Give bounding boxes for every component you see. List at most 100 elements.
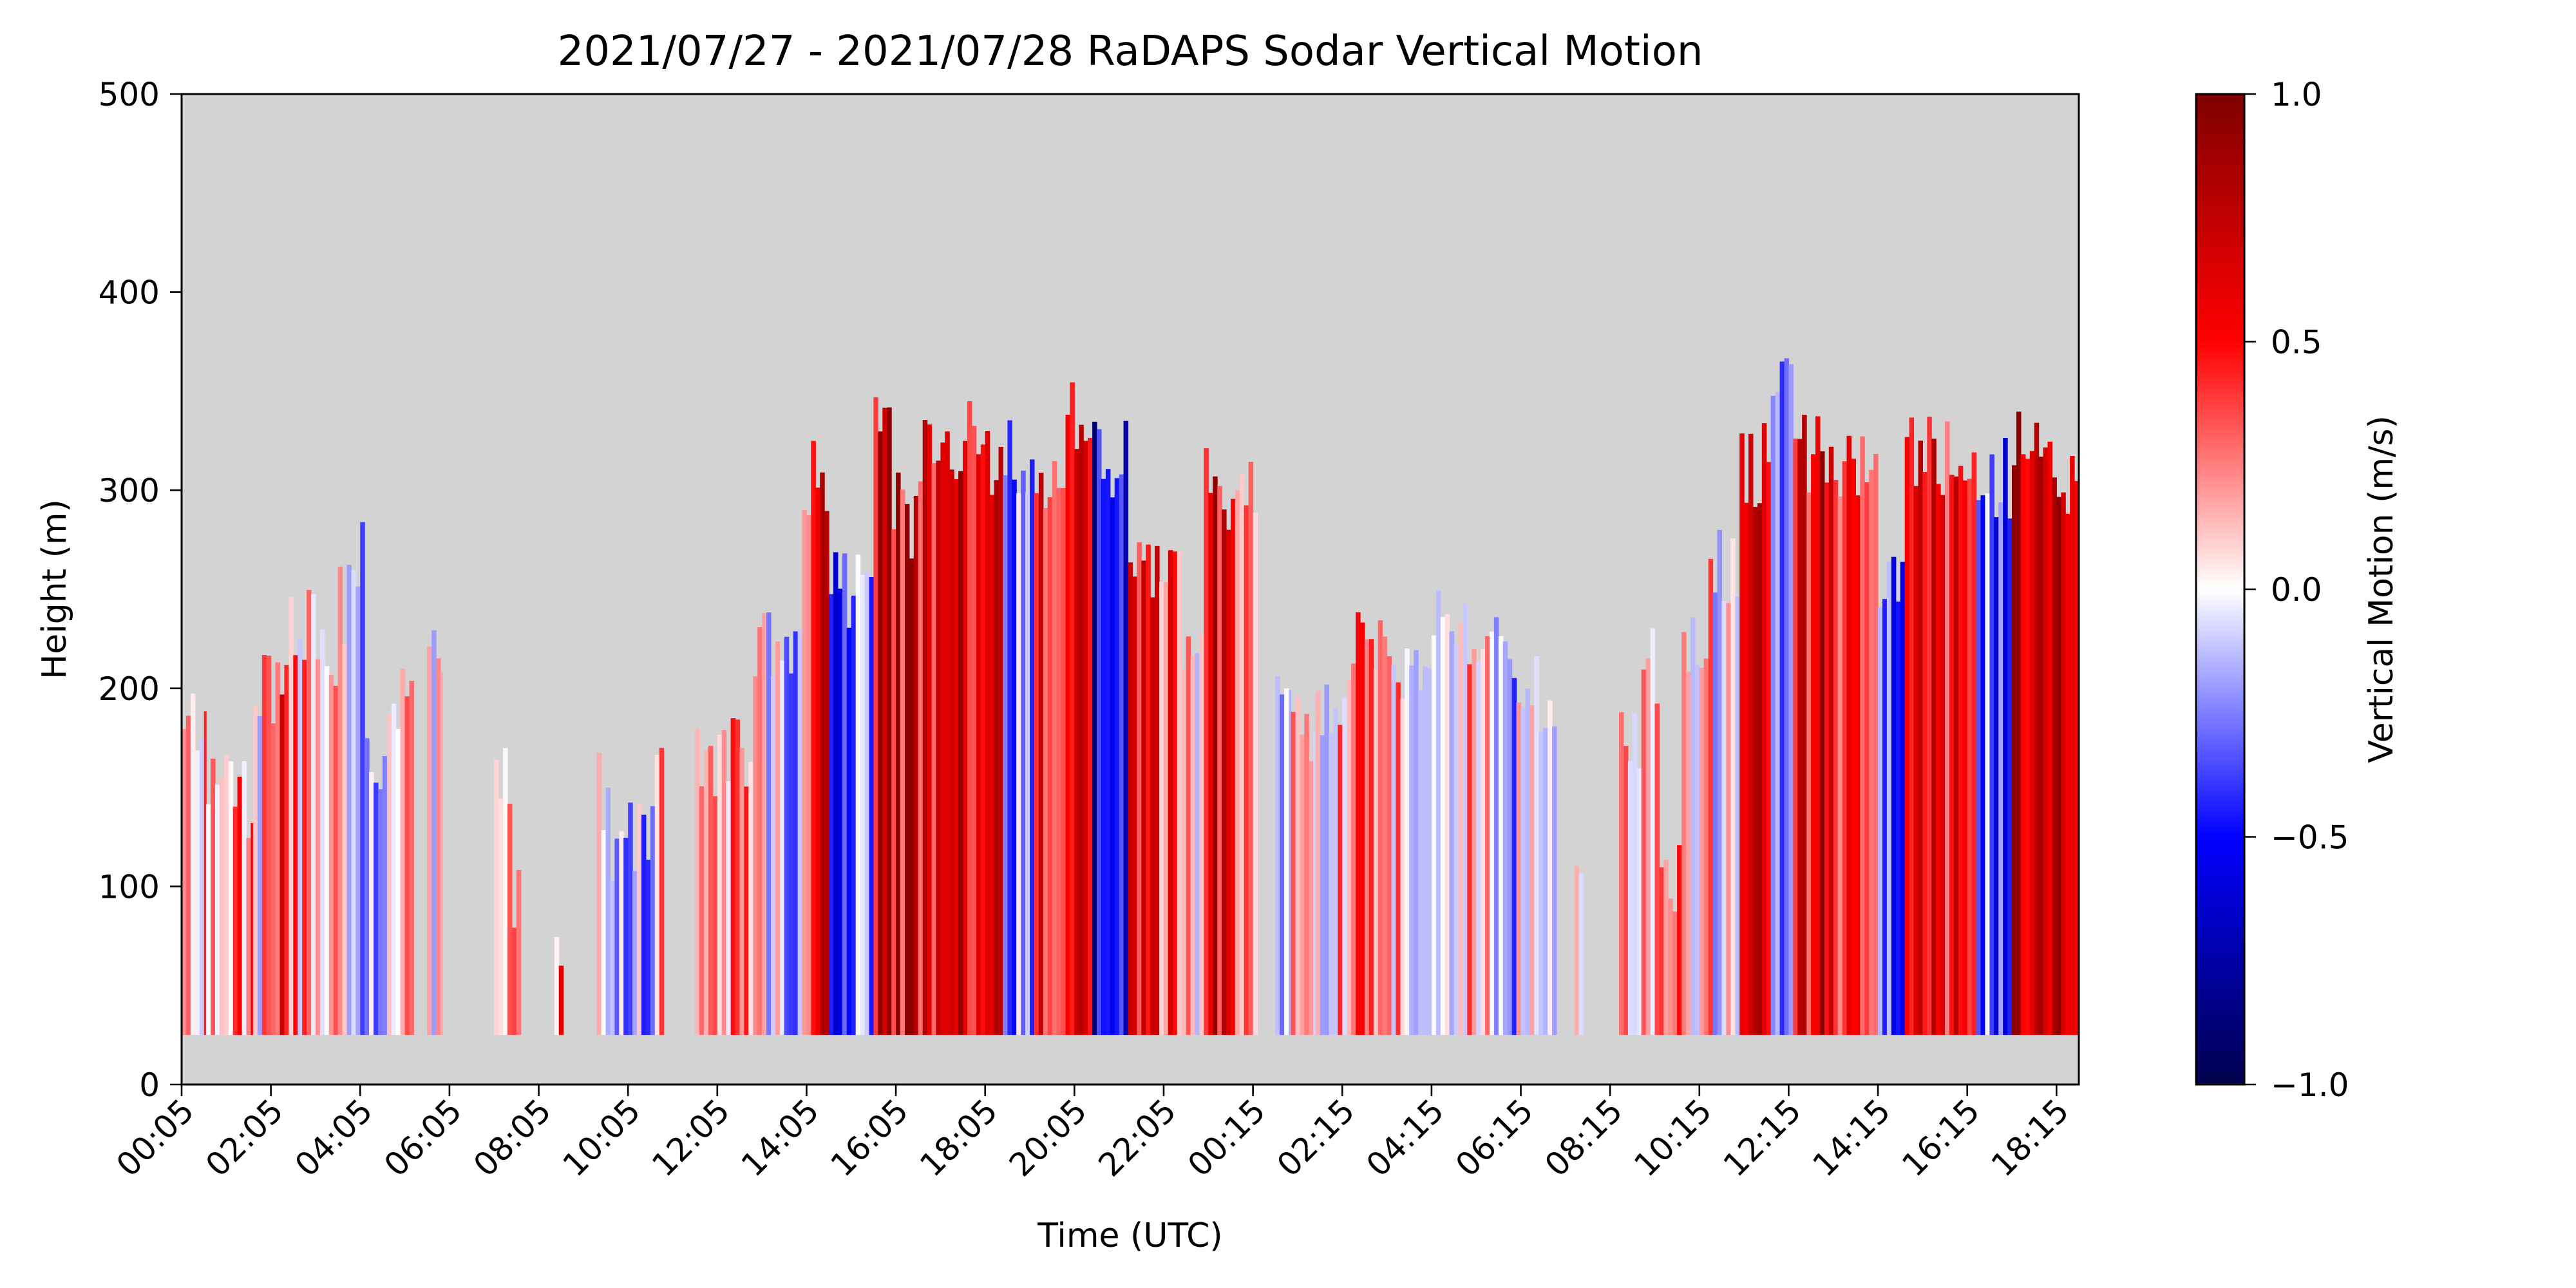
heatmap-cell	[261, 655, 267, 1036]
heatmap-cell	[391, 703, 397, 1036]
heatmap-cell	[494, 759, 499, 1036]
heatmap-cell	[797, 629, 803, 1036]
heatmap-cell	[1155, 545, 1160, 1036]
heatmap-cell	[1458, 623, 1463, 1036]
heatmap-cell	[730, 718, 736, 1036]
heatmap-cell	[1431, 635, 1437, 1036]
heatmap-cell	[1356, 612, 1361, 1036]
plot-frame	[180, 93, 2080, 1086]
heatmap-cell	[1016, 493, 1021, 1036]
heatmap-cell	[1490, 631, 1495, 1036]
heatmap-cell	[1654, 703, 1660, 1036]
heatmap-cell	[1578, 873, 1584, 1036]
y-axis-label: Height (m)	[35, 499, 74, 679]
heatmap-cell	[252, 705, 258, 1036]
heatmap-cell	[717, 734, 723, 1036]
heatmap-cell	[289, 597, 294, 1036]
heatmap-cell	[1190, 655, 1196, 1036]
heatmap-cell	[904, 504, 910, 1036]
heatmap-cell	[1342, 697, 1347, 1036]
heatmap-cell	[704, 750, 709, 1036]
heatmap-cell	[860, 574, 866, 1036]
heatmap-cell	[891, 529, 896, 1036]
heatmap-cell	[1056, 488, 1062, 1036]
heatmap-cell	[963, 440, 968, 1036]
heatmap-cell	[1699, 667, 1705, 1036]
heatmap-cell	[1146, 544, 1151, 1036]
heatmap-cell	[1440, 617, 1446, 1036]
heatmap-cell	[949, 469, 954, 1036]
heatmap-cell	[1329, 733, 1334, 1036]
heatmap-cell	[1159, 582, 1164, 1036]
heatmap-cell	[1985, 493, 1990, 1036]
heatmap-cell	[1065, 415, 1070, 1036]
heatmap-cell	[2043, 447, 2048, 1036]
heatmap-cell	[395, 728, 401, 1036]
heatmap-cell	[1123, 421, 1129, 1036]
heatmap-cell	[2052, 477, 2057, 1036]
heatmap-cell	[1694, 665, 1700, 1036]
heatmap-cell	[1507, 659, 1513, 1036]
heatmap-cell	[775, 641, 781, 1036]
heatmap-cell	[1172, 551, 1178, 1036]
heatmap-cell	[1391, 665, 1396, 1036]
heatmap-cell	[1851, 459, 1856, 1036]
heatmap-cell	[855, 554, 861, 1036]
heatmap-cell	[1802, 415, 1807, 1036]
heatmap-cell	[596, 753, 602, 1036]
heatmap-cell	[659, 748, 665, 1036]
heatmap-cell	[802, 509, 807, 1036]
heatmap-cell	[1119, 474, 1124, 1036]
heatmap-cell	[507, 804, 513, 1036]
heatmap-cell	[1855, 495, 1861, 1036]
heatmap-cell	[1811, 454, 1816, 1036]
heatmap-cell	[2020, 454, 2026, 1036]
heatmap-cell	[400, 668, 406, 1036]
heatmap-cell	[1976, 500, 1982, 1036]
y-axis: 0 100 200 300 400 500	[99, 76, 182, 1104]
heatmap-cell	[1686, 672, 1691, 1036]
heatmap-cell	[1463, 603, 1468, 1036]
heatmap-cell	[1936, 484, 1941, 1036]
heatmap-cell	[1248, 462, 1254, 1036]
heatmap-cell	[913, 496, 919, 1036]
heatmap-cell	[918, 481, 923, 1036]
heatmap-cell	[1427, 668, 1432, 1036]
heatmap-cell	[1291, 712, 1296, 1036]
heatmap-cell	[1284, 688, 1289, 1036]
heatmap-cell	[270, 723, 276, 1036]
heatmap-cell	[1295, 696, 1300, 1036]
heatmap-cell	[223, 755, 229, 1036]
heatmap-cell	[266, 656, 272, 1036]
heatmap-cell	[1092, 421, 1097, 1036]
heatmap-cell	[1904, 437, 1910, 1036]
heatmap-cell	[958, 471, 963, 1036]
heatmap-cell	[279, 694, 285, 1036]
heatmap-cell	[1886, 561, 1892, 1036]
heatmap-cell	[1324, 685, 1329, 1036]
heatmap-cell	[1083, 440, 1088, 1036]
heatmap-cell	[1703, 658, 1709, 1036]
heatmap-cell	[1548, 700, 1553, 1036]
heatmap-cell	[307, 590, 312, 1036]
heatmap-cell	[1347, 680, 1352, 1036]
heatmap-cell	[374, 782, 379, 1036]
heatmap-cell	[355, 586, 361, 1036]
heatmap-cell	[199, 739, 205, 1036]
heatmap-cell	[1864, 482, 1870, 1036]
heatmap-cell	[699, 786, 705, 1036]
heatmap-cell	[1454, 643, 1459, 1036]
heatmap-cell	[1619, 712, 1624, 1036]
heatmap-cell	[1627, 761, 1633, 1036]
colorbar-tick-label: 1.0	[2271, 76, 2322, 113]
heatmap-cell	[1378, 620, 1383, 1036]
heatmap-cell	[1150, 597, 1155, 1036]
heatmap-cell	[1837, 496, 1843, 1036]
heatmap-cell	[1493, 617, 1499, 1036]
heatmap-cell	[864, 572, 870, 1036]
heatmap-cell	[779, 660, 785, 1036]
heatmap-cell	[708, 746, 714, 1036]
heatmap-cell	[2065, 513, 2070, 1036]
heatmap-cell	[185, 715, 191, 1036]
heatmap-cell	[1444, 614, 1450, 1036]
